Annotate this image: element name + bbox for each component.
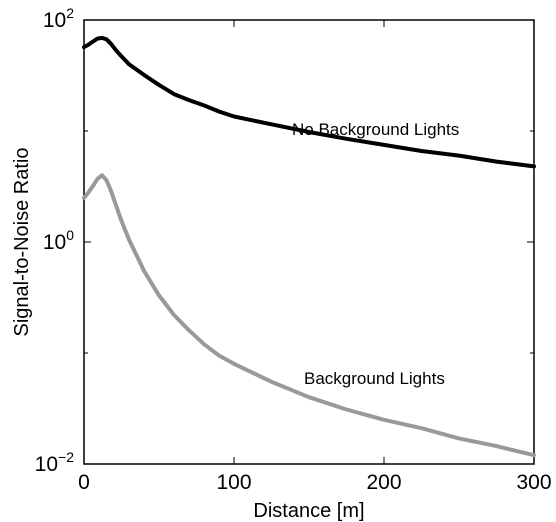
annotation-background-lights: Background Lights — [304, 369, 445, 388]
y-tick-label: 102 — [43, 5, 74, 32]
x-tick-label: 300 — [516, 471, 551, 494]
annotation-no-background-lights: No Background Lights — [292, 120, 459, 139]
x-tick-label: 0 — [78, 471, 90, 494]
y-axis-title: Signal-to-Noise Ratio — [11, 148, 33, 337]
y-tick-label: 100 — [43, 227, 74, 254]
series-line-0 — [84, 38, 534, 167]
x-tick-label: 200 — [366, 471, 401, 494]
tick-labels: 0 100 200 300 10−2 100 102 — [35, 5, 552, 494]
y-tick-label: 10−2 — [35, 449, 75, 476]
x-tick-label: 100 — [216, 471, 251, 494]
data-series — [84, 38, 534, 455]
x-axis-title: Distance [m] — [253, 500, 364, 522]
series-line-1 — [84, 175, 534, 455]
